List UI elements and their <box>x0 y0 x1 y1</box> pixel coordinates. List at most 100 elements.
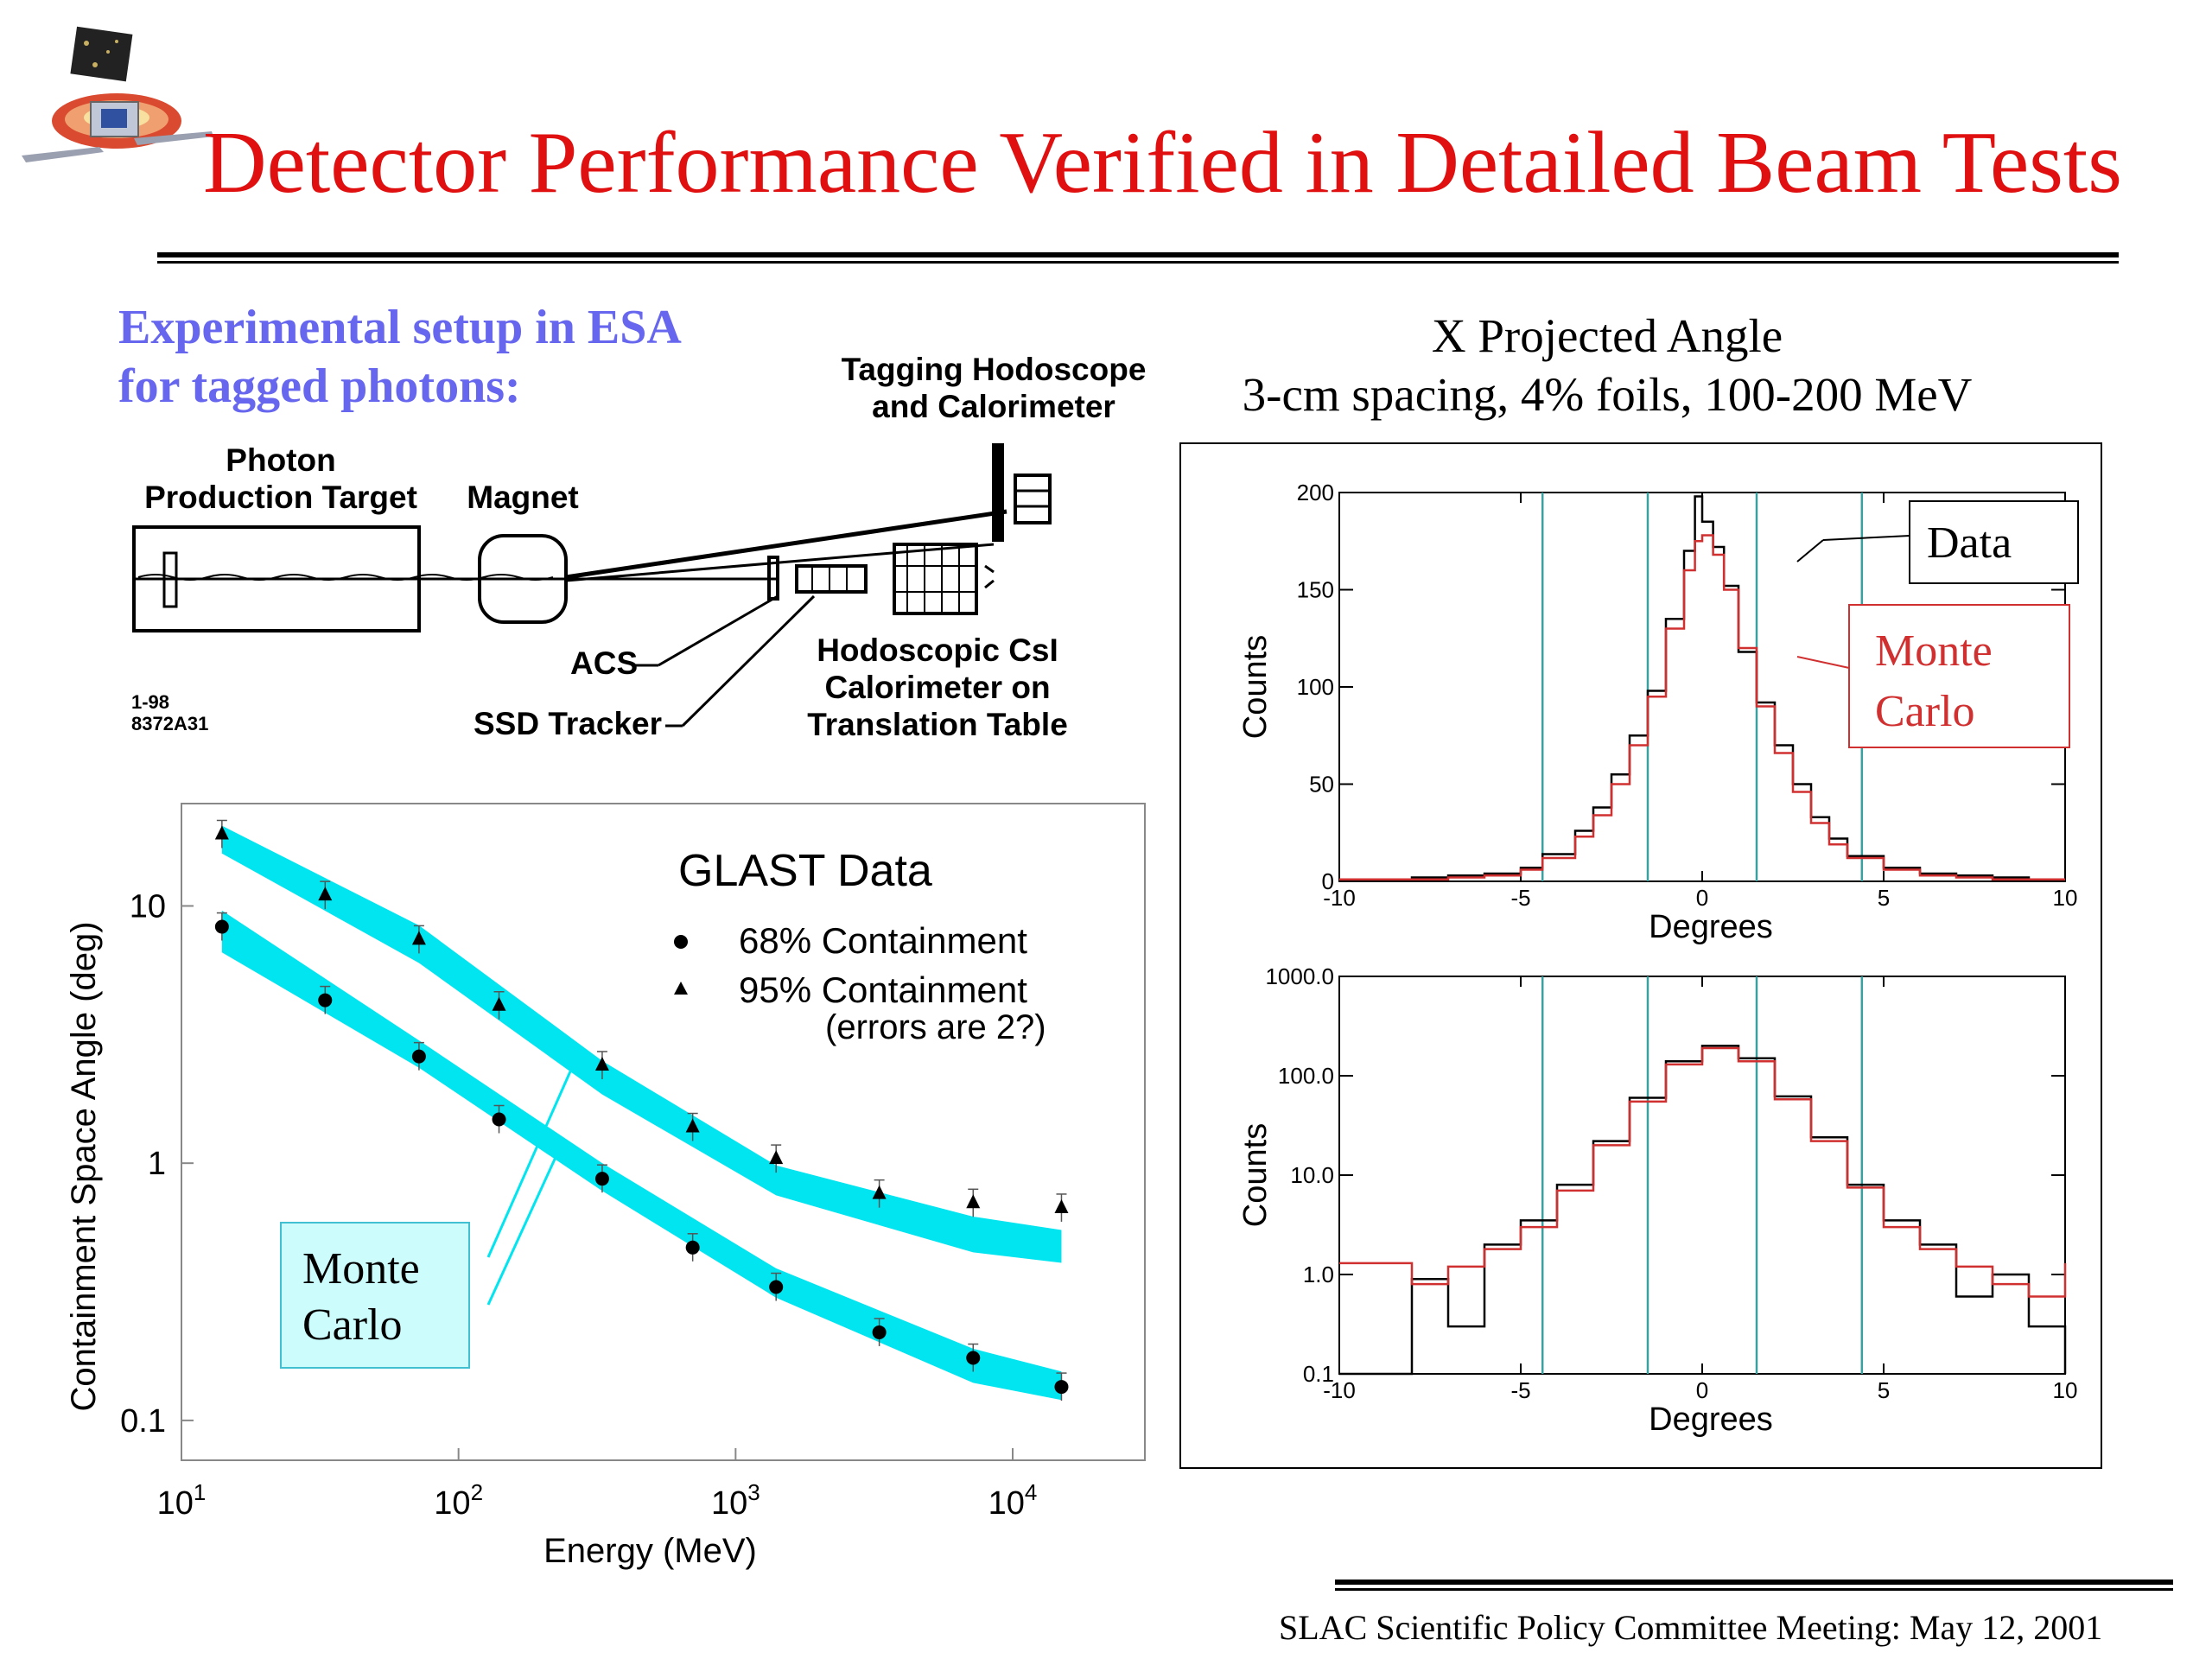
setup-diagram: Photon Production Target Magnet Tagging … <box>131 352 1147 742</box>
legend-68-containment: 68% Containment <box>739 920 1027 961</box>
legend-95-containment: 95% Containment <box>739 969 1027 1010</box>
monte-carlo-annotation-box <box>280 1222 470 1369</box>
x-tick-label-2: 102 <box>434 1479 483 1522</box>
ssd-element <box>795 564 868 594</box>
point-95-containment <box>685 1118 700 1133</box>
y-tick-label: 0 <box>1322 868 1334 894</box>
footer-rule <box>1335 1580 2173 1585</box>
point-95-containment <box>318 887 333 901</box>
point-68-containment <box>318 993 333 1007</box>
point-68-containment <box>685 1240 700 1255</box>
label-magnet: Magnet <box>467 480 579 515</box>
label-tagging-2: and Calorimeter <box>872 389 1116 424</box>
histogram-panel <box>1179 442 2102 1469</box>
label-ssd: SSD Tracker <box>474 706 662 741</box>
point-68-containment <box>214 919 229 934</box>
footer-text: SLAC Scientific Policy Committee Meeting… <box>1279 1608 2103 1647</box>
point-68-containment <box>492 1112 506 1127</box>
tagging-hodoscope <box>992 443 1004 542</box>
point-95-containment <box>872 1185 887 1199</box>
x-tick-label: 10 <box>2053 885 2078 911</box>
y-tick-label: 200 <box>1297 480 1334 505</box>
y-tick-label-2: 1 <box>148 1146 166 1182</box>
annotation-carlo: Carlo <box>302 1300 403 1350</box>
monte-carlo-band-2 <box>221 825 1062 1263</box>
x-tick-label: -5 <box>1510 1377 1530 1403</box>
data-histogram-line <box>1339 1045 2067 1376</box>
figure-code-1: 1-98 <box>131 691 169 713</box>
label-csi-3: Translation Table <box>807 707 1068 742</box>
y-tick-label: 100 <box>1297 674 1334 700</box>
legend-data-label: Data <box>1927 518 2012 568</box>
annotation-pointer-2 <box>486 1153 559 1306</box>
setup-title: Experimental setup in ESA for tagged pho… <box>118 298 741 416</box>
x-axis-label: Degrees <box>1649 1402 1773 1438</box>
y-tick-label: 100.0 <box>1278 1063 1334 1089</box>
legend-pointer-data-2 <box>1796 539 1824 563</box>
x-tick-label: 5 <box>1878 1377 1890 1403</box>
title-rule-thin <box>157 261 2119 264</box>
label-photon: Photon <box>226 442 335 478</box>
x-axis-label: Energy (MeV) <box>543 1532 757 1570</box>
tagging-calorimeter <box>1014 474 1052 524</box>
x-tick-label: 10 <box>2053 1377 2078 1403</box>
title-rule <box>157 252 2119 257</box>
point-95-containment <box>492 996 506 1011</box>
histogram-title-line1: X Projected Angle <box>1431 309 1783 362</box>
x-tick-label-1: 101 <box>157 1479 207 1522</box>
legend-mc-carlo: Carlo <box>1875 687 1975 736</box>
point-68-containment <box>411 1049 426 1064</box>
y-tick-label: 10.0 <box>1290 1162 1334 1188</box>
monte-carlo-histogram-line <box>1339 534 2065 880</box>
point-95-containment <box>411 931 426 945</box>
monte-carlo-histogram-line <box>1339 1046 2067 1298</box>
legend-data-box <box>1909 500 2079 584</box>
point-95-containment <box>594 1056 609 1071</box>
glast-logo <box>22 26 213 162</box>
point-68-containment <box>872 1325 887 1339</box>
monte-carlo-band-1 <box>221 910 1062 1401</box>
plot-frame <box>1338 976 2066 1375</box>
y-axis-label: Counts <box>1237 635 1274 739</box>
point-95-containment <box>769 1150 784 1165</box>
chart-title: GLAST Data <box>678 846 932 896</box>
label-acs: ACS <box>570 645 638 681</box>
histogram-title: X Projected Angle 3-cm spacing, 4% foils… <box>1192 307 2022 424</box>
setup-title-line1: Experimental setup in ESA <box>118 301 682 354</box>
label-tagging-1: Tagging Hodoscope <box>842 352 1147 387</box>
legend-pointer-mc <box>1796 656 1850 669</box>
y-tick-label: 1000.0 <box>1265 963 1334 989</box>
label-production-target: Production Target <box>144 480 417 515</box>
x-tick-label: -10 <box>1323 1377 1356 1403</box>
figure-code-2: 8372A31 <box>131 713 208 734</box>
y-tick-label-3: 0.1 <box>120 1403 166 1440</box>
y-tick-label: 50 <box>1309 772 1334 798</box>
histogram-log: -10 -5 0 5 10 0.1 1.0 10.0 100.0 1000.0 Degrees Cou… <box>1237 963 2078 1438</box>
point-68-containment <box>1054 1380 1069 1395</box>
y-axis-label: Containment Space Angle (deg) <box>65 921 103 1411</box>
x-tick-label-3: 103 <box>711 1479 760 1522</box>
y-axis-label: Counts <box>1237 1123 1274 1227</box>
y-tick-label: 150 <box>1297 577 1334 603</box>
label-csi-1: Hodoscopic CsI <box>817 632 1058 668</box>
x-tick-label: 0 <box>1696 885 1708 911</box>
histogram-linear: -10 -5 0 5 10050100150200DegreesCountsDataMo… <box>1237 480 2079 945</box>
csi-calorimeter <box>893 543 978 615</box>
x-tick-label-4: 104 <box>988 1479 1038 1522</box>
annotation-monte: Monte <box>302 1244 420 1294</box>
y-tick-label-1: 10 <box>130 888 166 925</box>
histogram-title-line2: 3-cm spacing, 4% foils, 100-200 MeV <box>1242 368 1973 421</box>
y-tick-label: 1.0 <box>1303 1262 1334 1287</box>
x-tick-label: -5 <box>1510 885 1530 911</box>
legend-errors-note: (errors are 2?) <box>825 1008 1046 1046</box>
point-68-containment <box>769 1280 784 1294</box>
point-68-containment <box>966 1351 981 1365</box>
point-95-containment <box>1054 1198 1069 1213</box>
footer-rule-thin <box>1335 1588 2173 1591</box>
x-axis-label: Degrees <box>1649 909 1773 945</box>
x-tick-label: 5 <box>1878 885 1890 911</box>
slide-title: Detector Performance Verified in Detaile… <box>203 114 2122 212</box>
annotation-pointer-1 <box>486 1071 572 1258</box>
label-csi-2: Calorimeter on <box>824 670 1050 705</box>
